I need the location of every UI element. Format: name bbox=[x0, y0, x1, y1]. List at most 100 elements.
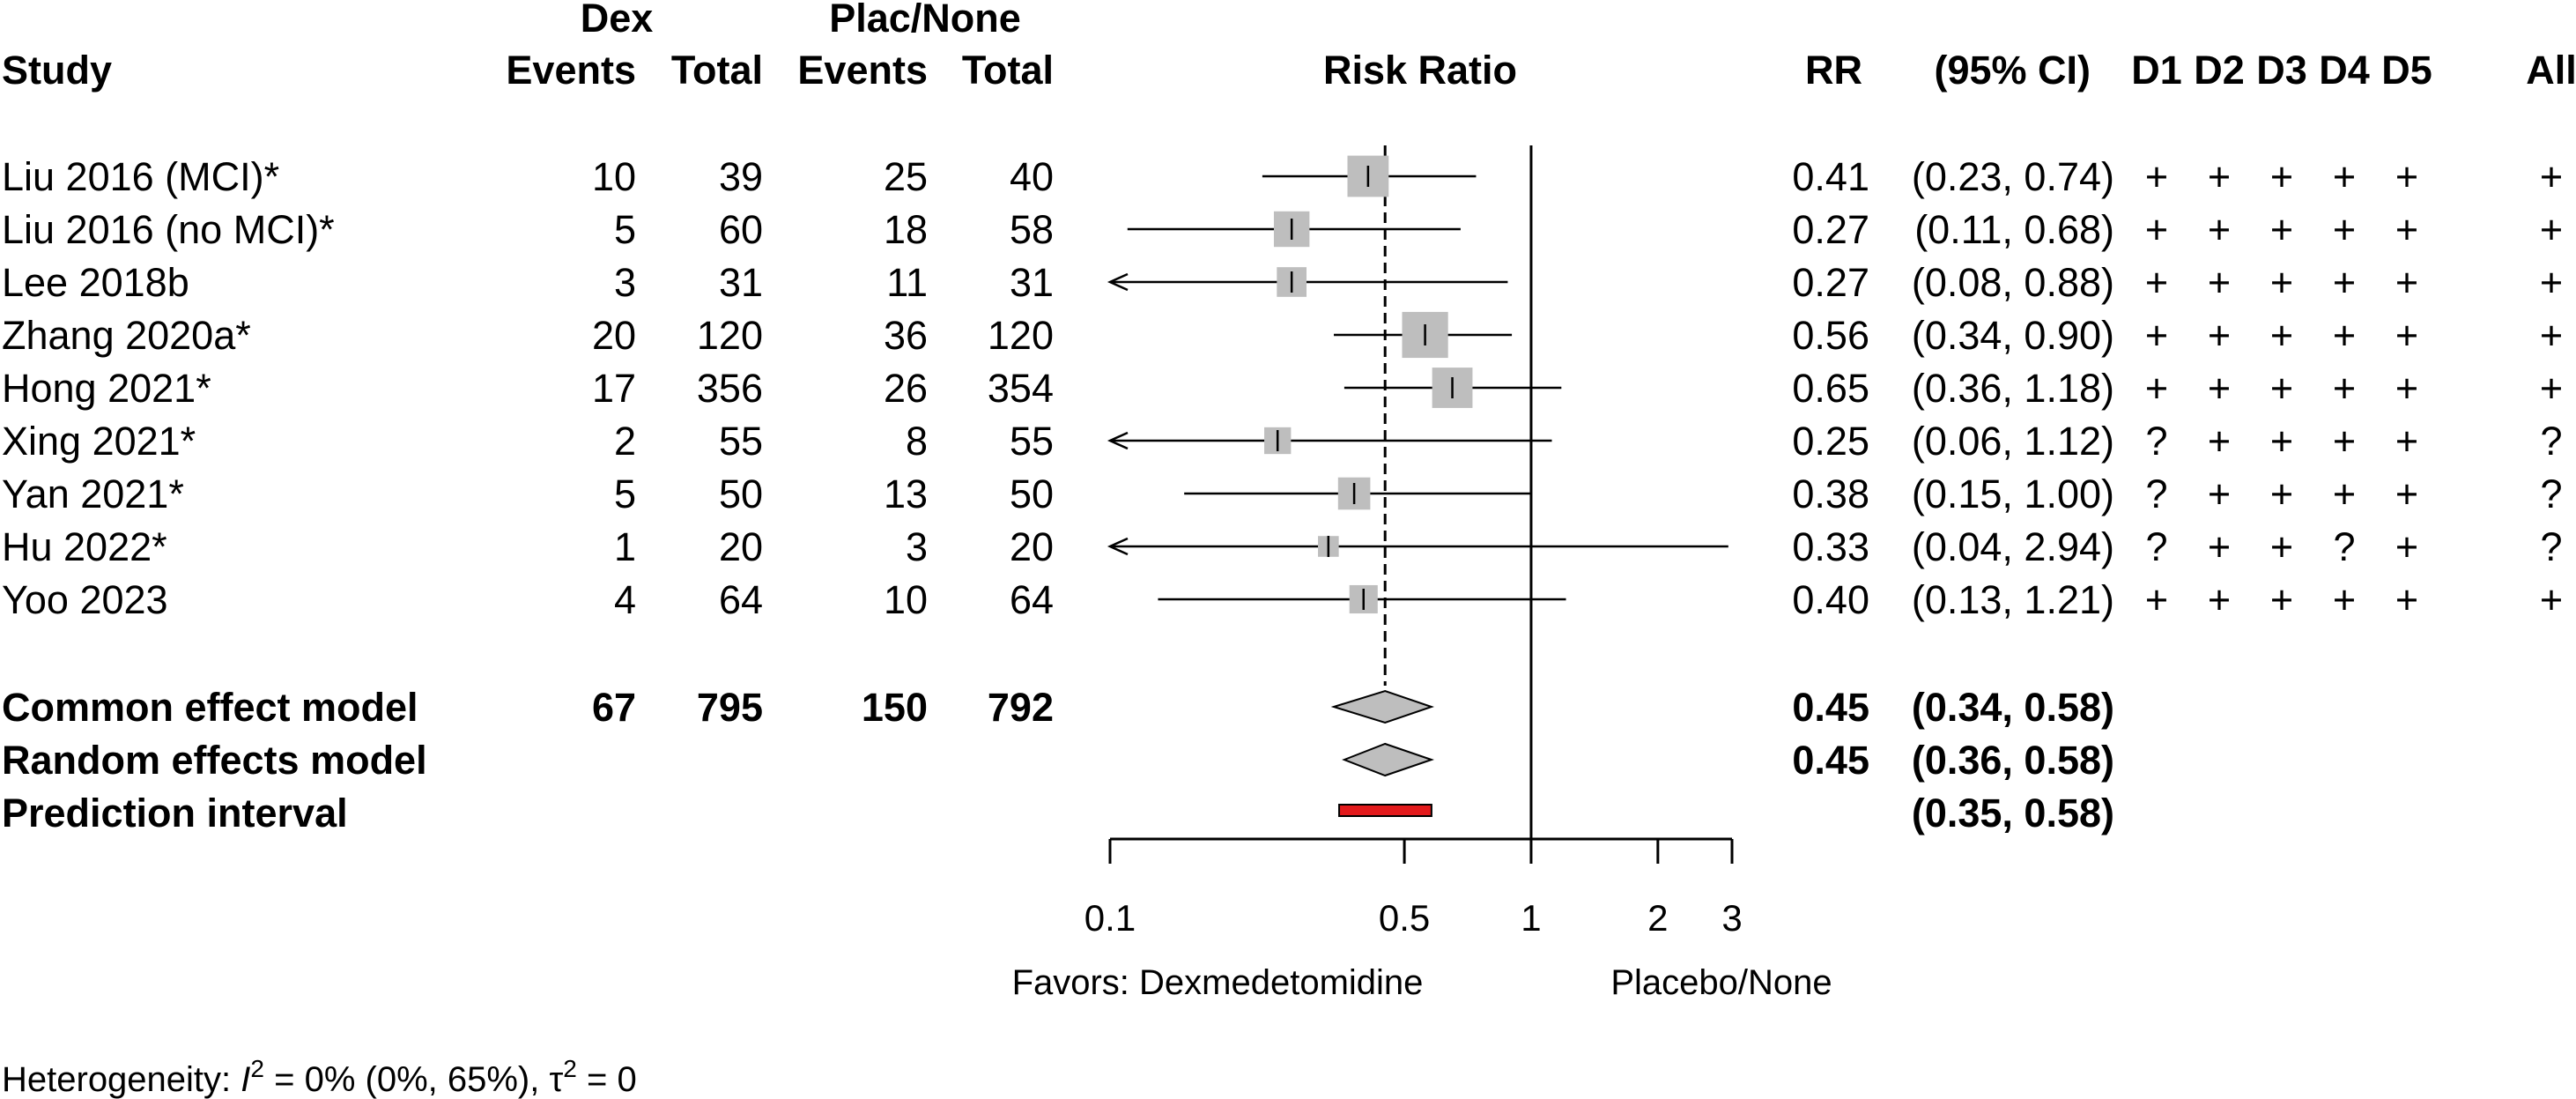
rob-low-mark: + bbox=[2333, 419, 2356, 464]
study-rr: 0.40 bbox=[1792, 577, 1869, 622]
study-rr: 0.27 bbox=[1792, 260, 1869, 305]
ci-truncated-arrow bbox=[1107, 431, 1129, 450]
plac-total: 31 bbox=[1010, 260, 1054, 305]
rob-low-mark: + bbox=[2540, 313, 2563, 358]
study-rr: 0.56 bbox=[1792, 313, 1869, 358]
study-row: Hu 2022* 1 20 3 20 0.33 (0.04, 2.94)? + +? +? bbox=[2, 524, 2563, 569]
prediction-interval-bar bbox=[1338, 804, 1432, 817]
rob-low-mark: + bbox=[2208, 313, 2231, 358]
rob-unclear-mark: ? bbox=[2145, 472, 2167, 516]
dex-events: 3 bbox=[614, 260, 636, 305]
rob-low-mark: + bbox=[2333, 472, 2356, 516]
dex-total: 50 bbox=[719, 472, 763, 516]
rob-low-mark: + bbox=[2540, 207, 2563, 252]
study-name: Liu 2016 (MCI)* bbox=[2, 154, 279, 199]
rob-header-d3: D3 bbox=[2256, 48, 2307, 93]
rob-low-mark: + bbox=[2208, 207, 2231, 252]
study-name: Hong 2021* bbox=[2, 366, 211, 411]
dex-events: 17 bbox=[592, 366, 636, 411]
i-squared-value: = 0% (0%, 65%), bbox=[264, 1060, 549, 1099]
tau-power: 2 bbox=[563, 1055, 577, 1082]
dex-events: 5 bbox=[614, 472, 636, 516]
dex-events: 10 bbox=[592, 154, 636, 199]
favors-left-label: Favors: Dexmedetomidine bbox=[1012, 963, 1424, 1002]
rob-low-mark: + bbox=[2333, 577, 2356, 622]
dex-events: 1 bbox=[614, 524, 636, 569]
study-row: Hong 2021* 17 356 26 354 0.65 (0.36, 1.18) + + + +… bbox=[2, 366, 2563, 411]
study-rr: 0.25 bbox=[1792, 419, 1869, 464]
plac-events: 36 bbox=[884, 313, 928, 358]
common-dex-events: 67 bbox=[592, 685, 636, 730]
study-effect-mark bbox=[1262, 155, 1477, 197]
dex-total: 39 bbox=[719, 154, 763, 199]
header-ci: (95% CI) bbox=[1934, 48, 2091, 93]
plac-total: 20 bbox=[1010, 524, 1054, 569]
common-ci: (0.34, 0.58) bbox=[1912, 685, 2114, 730]
header-risk-ratio: Risk Ratio bbox=[1323, 48, 1517, 93]
rob-low-mark: + bbox=[2540, 260, 2563, 305]
study-name: Hu 2022* bbox=[2, 524, 167, 569]
rob-low-mark: + bbox=[2540, 577, 2563, 622]
study-name: Yoo 2023 bbox=[2, 577, 168, 622]
forest-marks bbox=[1107, 145, 1728, 839]
study-name: Xing 2021* bbox=[2, 419, 196, 464]
dex-total: 64 bbox=[719, 577, 763, 622]
rob-low-mark: + bbox=[2270, 472, 2293, 516]
rob-low-mark: + bbox=[2270, 577, 2293, 622]
rob-low-mark: + bbox=[2395, 472, 2418, 516]
rob-low-mark: + bbox=[2145, 260, 2168, 305]
rob-low-mark: + bbox=[2395, 207, 2418, 252]
rob-low-mark: + bbox=[2395, 524, 2418, 569]
rob-low-mark: + bbox=[2270, 154, 2293, 199]
heterogeneity-prefix: Heterogeneity: bbox=[2, 1060, 241, 1099]
plac-events: 11 bbox=[886, 260, 928, 305]
rob-low-mark: + bbox=[2333, 313, 2356, 358]
rob-low-mark: + bbox=[2270, 260, 2293, 305]
prediction-interval-label: Prediction interval bbox=[2, 791, 348, 835]
axis-tick-label: 0.5 bbox=[1379, 897, 1430, 939]
common-dex-total: 795 bbox=[697, 685, 763, 730]
rob-low-mark: + bbox=[2145, 207, 2168, 252]
dex-total: 31 bbox=[719, 260, 763, 305]
axis-tick-label: 2 bbox=[1647, 897, 1668, 939]
plac-events: 26 bbox=[884, 366, 928, 411]
plac-events: 8 bbox=[906, 419, 928, 464]
rob-low-mark: + bbox=[2208, 472, 2231, 516]
i-squared-power: 2 bbox=[250, 1055, 264, 1082]
study-effect-mark bbox=[1107, 427, 1552, 455]
rob-header: D1 D2 D3 D4 D5 All bbox=[2131, 48, 2576, 93]
rob-low-mark: + bbox=[2270, 207, 2293, 252]
study-ci: (0.34, 0.90) bbox=[1912, 313, 2114, 358]
rob-unclear-mark: ? bbox=[2540, 419, 2562, 464]
tau-value: = 0 bbox=[577, 1060, 637, 1099]
dex-total: 60 bbox=[719, 207, 763, 252]
dex-total: 20 bbox=[719, 524, 763, 569]
common-plac-events: 150 bbox=[862, 685, 928, 730]
study-effect-mark bbox=[1107, 536, 1728, 557]
study-ci: (0.13, 1.21) bbox=[1912, 577, 2114, 622]
axis-tick-label: 3 bbox=[1721, 897, 1742, 939]
study-effect-mark bbox=[1334, 311, 1513, 359]
rob-low-mark: + bbox=[2208, 154, 2231, 199]
rob-low-mark: + bbox=[2145, 366, 2168, 411]
rob-low-mark: + bbox=[2540, 366, 2563, 411]
study-effect-mark bbox=[1184, 477, 1531, 510]
rob-low-mark: + bbox=[2333, 260, 2356, 305]
rob-low-mark: + bbox=[2395, 419, 2418, 464]
rob-low-mark: + bbox=[2208, 366, 2231, 411]
header-rr: RR bbox=[1805, 48, 1862, 93]
rob-low-mark: + bbox=[2145, 313, 2168, 358]
plac-total: 55 bbox=[1010, 419, 1054, 464]
favors-right-label: Placebo/None bbox=[1610, 963, 1832, 1002]
common-model-label: Common effect model bbox=[2, 685, 418, 730]
random-model-label: Random effects model bbox=[2, 738, 427, 783]
rob-low-mark: + bbox=[2208, 577, 2231, 622]
random-ci: (0.36, 0.58) bbox=[1912, 738, 2114, 783]
header-dex-events: Events bbox=[506, 48, 636, 93]
rob-header-d4: D4 bbox=[2319, 48, 2370, 93]
rob-low-mark: + bbox=[2395, 260, 2418, 305]
rob-header-d1: D1 bbox=[2131, 48, 2182, 93]
study-rr: 0.38 bbox=[1792, 472, 1869, 516]
study-effect-mark bbox=[1127, 211, 1461, 248]
